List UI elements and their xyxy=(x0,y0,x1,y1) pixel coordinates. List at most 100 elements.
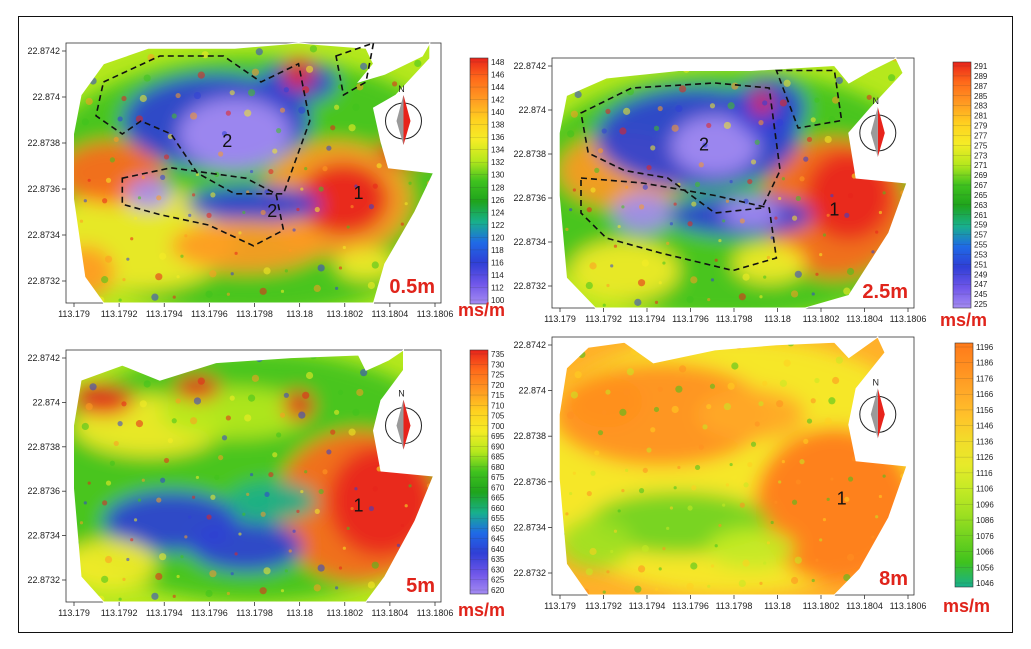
heat-speckle xyxy=(815,558,819,562)
heat-blob xyxy=(178,97,291,171)
heat-speckle xyxy=(754,421,760,427)
heatmap-surface xyxy=(559,337,907,595)
colorbar-tick-label: 1196 xyxy=(976,343,994,352)
heat-speckle xyxy=(623,107,631,115)
heat-speckle xyxy=(348,428,356,436)
heat-speckle xyxy=(249,169,254,174)
heat-speckle xyxy=(806,418,813,424)
heat-speckle xyxy=(206,514,212,520)
svg-text:N: N xyxy=(398,389,405,399)
heat-speckle xyxy=(871,250,875,254)
heat-speckle xyxy=(354,487,358,491)
heat-speckle xyxy=(334,104,340,110)
colorbar-tick-label: 281 xyxy=(974,112,988,121)
heat-speckle xyxy=(238,532,242,536)
heat-speckle xyxy=(650,145,656,151)
colorbar-tick-label: 253 xyxy=(974,250,988,259)
heat-speckle xyxy=(83,199,87,203)
colorbar-tick-label: 660 xyxy=(491,504,505,513)
heat-speckle xyxy=(747,461,753,468)
heat-speckle xyxy=(731,362,739,370)
heat-speckle xyxy=(118,597,122,601)
heat-speckle xyxy=(205,589,213,598)
heat-speckle xyxy=(338,566,343,570)
heat-speckle xyxy=(268,471,274,478)
colorbar xyxy=(469,349,489,595)
heat-speckle xyxy=(288,549,292,553)
heat-speckle xyxy=(781,177,785,181)
heat-speckle xyxy=(691,485,697,491)
heat-speckle xyxy=(276,432,282,438)
heat-speckle xyxy=(758,120,764,126)
heat-speckle xyxy=(617,509,621,513)
heat-speckle xyxy=(723,121,732,130)
colorbar-tick-label: 255 xyxy=(974,241,988,250)
heat-speckle xyxy=(790,576,799,585)
heat-speckle xyxy=(795,195,801,202)
heat-speckle xyxy=(690,276,698,284)
heat-speckle xyxy=(251,374,260,382)
heat-speckle xyxy=(871,535,875,539)
heat-blob xyxy=(174,375,220,401)
heat-speckle xyxy=(195,475,200,480)
heat-speckle xyxy=(404,504,408,508)
heat-speckle xyxy=(572,188,576,192)
heat-speckle xyxy=(714,544,718,548)
heat-speckle xyxy=(878,210,883,215)
colorbar-tick-label: 114 xyxy=(491,271,504,280)
heat-speckle xyxy=(360,369,368,377)
heat-speckle xyxy=(176,275,180,279)
heat-speckle xyxy=(188,213,192,217)
heat-speckle xyxy=(214,474,220,481)
heat-speckle xyxy=(113,440,119,447)
heat-speckle xyxy=(298,106,306,114)
heat-blob xyxy=(671,115,759,176)
heat-speckle xyxy=(811,578,815,583)
heat-speckle xyxy=(81,422,89,431)
colorbar-tick-label: 655 xyxy=(491,514,505,523)
heat-blob xyxy=(73,539,156,590)
heat-speckle xyxy=(346,225,350,229)
heat-speckle xyxy=(105,480,112,486)
colorbar xyxy=(954,342,974,588)
heat-speckle xyxy=(819,538,823,542)
heat-speckle xyxy=(118,298,122,302)
heat-speckle xyxy=(305,65,314,73)
heat-speckle xyxy=(195,172,200,177)
heat-speckle xyxy=(657,386,663,392)
heat-speckle xyxy=(226,591,230,596)
y-tick-label: 22.874 xyxy=(32,397,60,407)
colorbar-tick-label: 275 xyxy=(974,141,988,150)
heat-speckle xyxy=(404,202,408,206)
heat-speckle xyxy=(191,495,196,499)
y-tick-label: 22.874 xyxy=(32,92,60,102)
x-tick-label: 113.18 xyxy=(286,309,313,319)
heat-speckle xyxy=(759,581,763,586)
heat-speckle xyxy=(613,244,618,248)
heat-blob xyxy=(696,388,806,441)
heat-speckle xyxy=(569,208,573,212)
heat-speckle xyxy=(602,590,606,594)
heat-speckle xyxy=(279,107,286,113)
colorbar-tick-label: 267 xyxy=(974,181,988,190)
heat-speckle xyxy=(396,543,401,547)
heat-speckle xyxy=(621,205,625,209)
heat-speckle xyxy=(176,574,180,579)
colorbar-tick-label: 120 xyxy=(491,233,505,242)
heat-speckle xyxy=(159,252,167,260)
heat-speckle xyxy=(79,521,84,525)
colorbar-tick-label: 1146 xyxy=(976,422,994,431)
heat-speckle xyxy=(296,207,300,212)
heat-speckle xyxy=(694,181,701,188)
x-tick-label: 113.1792 xyxy=(101,309,138,319)
anomaly-zone-outline xyxy=(580,82,781,214)
heat-speckle xyxy=(371,261,379,269)
y-tick-label: 22.8738 xyxy=(513,149,546,159)
y-tick-label: 22.8734 xyxy=(513,237,546,247)
heat-speckle xyxy=(679,85,687,93)
colorbar-tick-label: 645 xyxy=(491,535,505,544)
heat-speckle xyxy=(722,503,726,507)
colorbar-tick-label: 1156 xyxy=(976,406,994,415)
heat-speckle xyxy=(230,272,234,276)
